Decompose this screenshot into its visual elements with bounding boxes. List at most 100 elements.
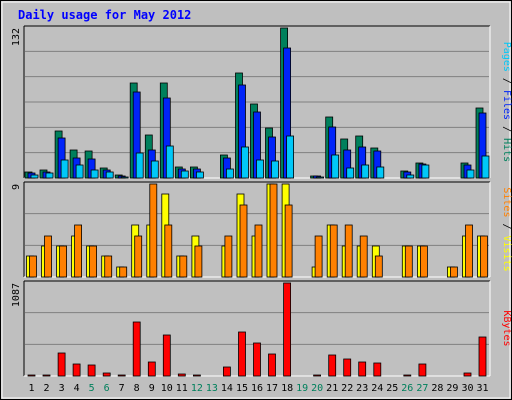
bar-pages (376, 166, 385, 179)
panel-visits-sites: 9 Sites / Visits (11, 181, 512, 278)
bar-sites (194, 245, 203, 278)
legend-item: Visits (501, 236, 512, 272)
y-max-label: 132 (11, 28, 22, 46)
bar-kbytes (343, 358, 352, 377)
x-tick-label: 11 (176, 383, 188, 394)
bar-kbytes (238, 331, 246, 377)
bar-kbytes (27, 374, 36, 377)
bar-pages (331, 154, 340, 179)
bar-kbytes (87, 364, 96, 377)
bar-pages (466, 169, 475, 179)
bar-pages (256, 159, 264, 179)
x-tick-label: 7 (119, 383, 125, 394)
chart-title: Daily usage for May 2012 (18, 8, 191, 22)
panel-kbytes: 1087 KBytes (11, 280, 512, 377)
bar-sites (59, 245, 67, 278)
legend-kbytes: KBytes (501, 310, 512, 346)
bar-kbytes (147, 361, 156, 377)
bar-pages (406, 174, 415, 179)
bar-sites (224, 235, 233, 278)
bar-kbytes (162, 334, 171, 377)
x-tick-label: 25 (386, 383, 398, 394)
bar-kbytes (268, 353, 276, 377)
bar-sites (419, 245, 428, 278)
x-tick-label: 9 (149, 383, 155, 394)
y-max-label: 9 (11, 184, 22, 190)
bar-kbytes (403, 374, 412, 377)
bar-pages (286, 135, 295, 179)
x-tick-label: 2 (43, 383, 49, 394)
x-tick-label: 16 (251, 383, 263, 394)
bar-sites (480, 235, 488, 278)
x-tick-label: 15 (236, 383, 248, 394)
chart-panels: 132 Pages / Files / Hits 9 Sites / Visits 10… (11, 25, 512, 377)
x-tick-label: 1 (28, 383, 34, 394)
bar-pages (30, 174, 39, 179)
bar-kbytes (373, 362, 382, 377)
bar-kbytes (132, 321, 141, 377)
legend-hits-files-pages: Pages / Files / Hits (501, 42, 512, 162)
bar-sites (89, 245, 97, 278)
bar-sites (44, 235, 52, 278)
x-axis-labels: 1 2 3 4 5 6 7 8 9 10 11 12 13 14 15 16 17 18 19 20 21 22 23 24 2… (28, 383, 488, 394)
bar-pages (150, 160, 159, 179)
x-tick-label: 28 (431, 383, 443, 394)
bar-sites (119, 266, 128, 278)
bar-pages (45, 172, 54, 179)
x-tick-label: 20 (311, 383, 323, 394)
x-tick-label: 21 (326, 383, 338, 394)
bar-sites (314, 235, 323, 278)
bar-sites (465, 224, 473, 278)
bar-kbytes (42, 374, 51, 377)
bar-pages (195, 171, 204, 179)
bar-pages (60, 159, 69, 179)
x-tick-label: 27 (416, 383, 428, 394)
bar-pages (90, 169, 99, 179)
legend-separator: / (501, 217, 512, 235)
x-tick-label: 3 (59, 383, 65, 394)
legend-item: Hits (501, 138, 512, 162)
legend-visits-sites: Sites / Visits (501, 187, 512, 271)
bar-sites (74, 224, 82, 278)
bar-sites (104, 255, 113, 278)
bar-sites (359, 235, 368, 278)
bar-sites (239, 204, 248, 278)
bar-pages (241, 146, 249, 179)
bar-pages (346, 167, 355, 179)
bar-kbytes (192, 374, 201, 377)
bar-kbytes (57, 352, 66, 377)
legend-separator: / (501, 120, 512, 138)
legend-item: KBytes (501, 310, 512, 346)
x-tick-label: 4 (74, 383, 80, 394)
bar-pages (481, 155, 490, 179)
bar-pages (361, 164, 370, 179)
bar-pages (180, 170, 189, 179)
x-tick-label: 5 (89, 383, 95, 394)
bar-pages (316, 176, 325, 179)
bar-kbytes (358, 361, 367, 377)
bar-kbytes (478, 336, 487, 377)
x-tick-label: 30 (461, 383, 473, 394)
bar-pages (135, 152, 144, 179)
bar-sites (344, 224, 353, 278)
legend-separator: / (501, 72, 512, 90)
legend-item: Files (501, 90, 512, 120)
bar-pages (421, 164, 430, 179)
x-tick-label: 31 (476, 383, 488, 394)
bar-kbytes (117, 374, 126, 377)
legend-item: Sites (501, 187, 512, 217)
bar-kbytes (328, 354, 337, 377)
bar-kbytes (463, 372, 472, 377)
x-tick-label: 23 (356, 383, 368, 394)
x-tick-label: 8 (134, 383, 140, 394)
y-max-label: 1087 (11, 283, 22, 307)
bar-sites (269, 183, 278, 278)
bar-sites (329, 224, 338, 278)
x-tick-label: 13 (206, 383, 218, 394)
bar-sites (374, 255, 383, 278)
x-tick-label: 24 (371, 383, 383, 394)
bar-kbytes (222, 366, 231, 377)
bar-kbytes (72, 363, 81, 377)
